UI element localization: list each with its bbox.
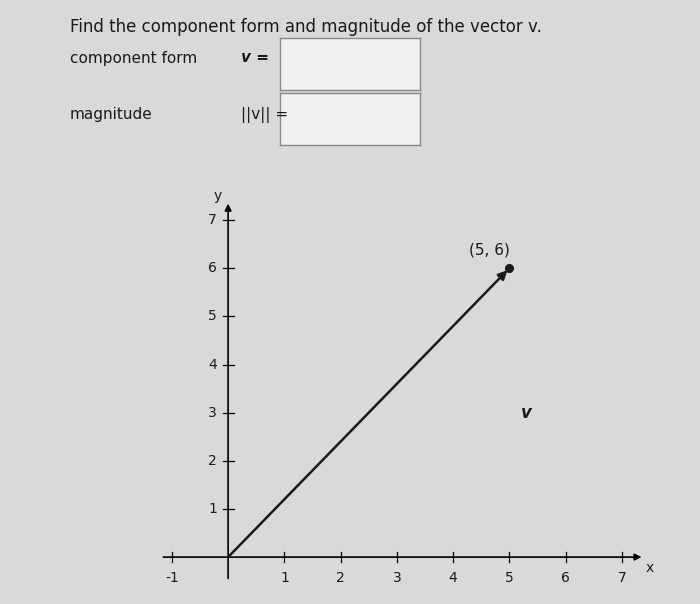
Text: 7: 7	[208, 213, 217, 227]
Text: 6: 6	[208, 261, 217, 275]
Text: -1: -1	[165, 571, 178, 585]
Text: 2: 2	[208, 454, 217, 468]
Text: 6: 6	[561, 571, 570, 585]
Text: 2: 2	[336, 571, 345, 585]
Text: v =: v =	[241, 51, 270, 65]
Text: 5: 5	[208, 309, 217, 323]
Text: 3: 3	[208, 406, 217, 420]
Text: (5, 6): (5, 6)	[469, 243, 510, 258]
Text: 4: 4	[449, 571, 458, 585]
Text: 5: 5	[505, 571, 514, 585]
Text: 1: 1	[208, 502, 217, 516]
Text: Find the component form and magnitude of the vector v.: Find the component form and magnitude of…	[70, 18, 542, 36]
Text: y: y	[213, 189, 221, 203]
Text: 1: 1	[280, 571, 289, 585]
Text: x: x	[646, 561, 654, 575]
Text: magnitude: magnitude	[70, 108, 153, 123]
Text: 7: 7	[617, 571, 626, 585]
Text: 4: 4	[208, 358, 217, 371]
Text: ||v|| =: ||v|| =	[241, 107, 288, 123]
Text: 3: 3	[393, 571, 401, 585]
Text: v: v	[521, 403, 531, 422]
Text: component form: component form	[70, 51, 197, 65]
